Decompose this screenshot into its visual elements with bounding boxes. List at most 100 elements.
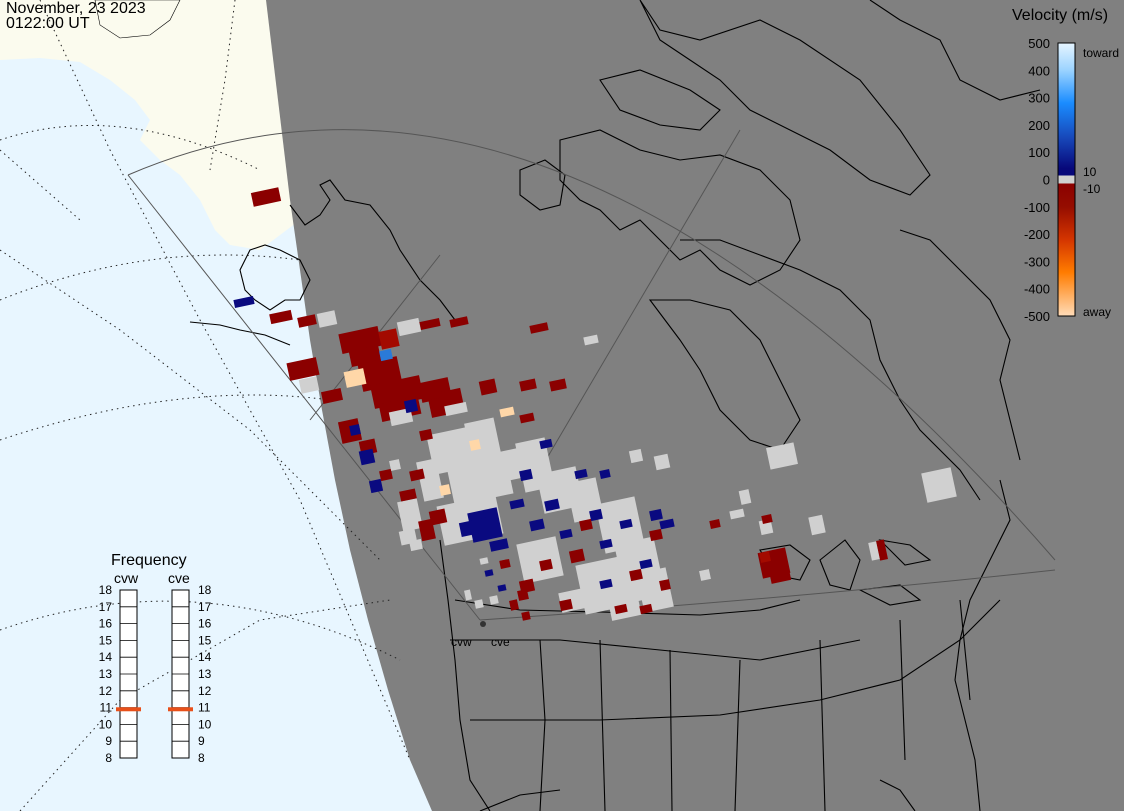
radar-cell — [379, 348, 393, 362]
radar-cell — [599, 538, 613, 550]
radar-cell — [464, 589, 472, 601]
radar-cell — [478, 378, 498, 396]
legend-plus-threshold: 10 — [1083, 165, 1097, 179]
radar-cell — [518, 578, 536, 594]
frequency-scale-left: 17 — [99, 600, 113, 614]
radar-cell — [378, 328, 400, 350]
radar-cells — [233, 187, 957, 621]
legend-away-label: away — [1083, 305, 1111, 319]
radar-cell — [368, 478, 384, 494]
radar-cell — [474, 599, 484, 609]
radar-cell — [768, 566, 792, 584]
frequency-scale-right: 15 — [198, 633, 212, 647]
frequency-cvw-marker — [116, 707, 141, 712]
frequency-scale-left: 14 — [99, 650, 113, 664]
cvw-site-label: cvw — [451, 635, 472, 649]
frequency-scale-right: 14 — [198, 650, 212, 664]
radar-cell — [428, 508, 448, 526]
night-region — [266, 0, 1124, 811]
radar-cell — [758, 518, 774, 536]
legend-minus-threshold: -10 — [1083, 182, 1101, 196]
radar-cell — [614, 603, 628, 615]
radar-cell — [444, 401, 468, 417]
legend-tick-label: -300 — [1024, 254, 1050, 269]
frequency-scale-left: 10 — [99, 717, 113, 731]
radar-cell — [649, 528, 663, 542]
frequency-cvw-label: cvw — [114, 570, 139, 586]
frequency-scale-right: 13 — [198, 667, 212, 681]
radar-cell — [349, 424, 361, 436]
radar-cell — [397, 498, 423, 532]
radar-cell — [808, 514, 826, 536]
frequency-scale-right: 8 — [198, 751, 205, 765]
radar-cell — [396, 317, 422, 337]
radar-cell — [599, 469, 611, 479]
frequency-panel: Frequency cvw cve 18 18 17 17 16 16 15 15 14 14 13… — [99, 552, 212, 765]
radar-cell — [649, 508, 663, 522]
radar-cell — [479, 557, 489, 565]
radar-cell — [709, 519, 721, 529]
latlon-grid — [0, 0, 411, 811]
legend-tick-label: -200 — [1024, 227, 1050, 242]
frequency-scale-right: 17 — [198, 600, 212, 614]
frequency-scale-right: 16 — [198, 617, 212, 631]
radar-cell — [250, 187, 282, 207]
cve-site-label: cve — [491, 635, 510, 649]
frequency-scale-right: 10 — [198, 717, 212, 731]
radar-cell — [766, 442, 798, 470]
radar-cell — [529, 518, 545, 532]
radar-cell — [568, 548, 586, 564]
legend-title: Velocity (m/s) — [1012, 7, 1108, 24]
radar-cell — [574, 468, 588, 480]
frequency-scale-left: 11 — [100, 701, 113, 715]
radar-cell — [379, 468, 393, 482]
radar-cell — [389, 459, 401, 471]
siberia-land — [94, 0, 181, 39]
radar-cell — [589, 508, 603, 522]
radar-cell — [469, 439, 481, 451]
frequency-scale-right: 18 — [198, 583, 212, 597]
radar-cell — [419, 318, 441, 330]
radar-cell — [509, 599, 519, 611]
radar-cell — [438, 387, 464, 409]
legend-tick-label: 100 — [1028, 145, 1050, 160]
radar-cell — [449, 316, 469, 328]
radar-cell — [233, 296, 255, 308]
radar-cell — [639, 558, 653, 570]
radar-cell — [358, 448, 376, 466]
radar-cell — [738, 489, 752, 505]
radar-cell — [403, 398, 419, 414]
radar-cell — [320, 388, 344, 404]
radar-cell — [499, 406, 515, 418]
coastlines — [189, 0, 1041, 811]
header-date: November, 23 2023 — [6, 0, 146, 17]
frequency-scale-left: 8 — [105, 751, 112, 765]
radar-cell — [761, 514, 773, 524]
radar-cell — [619, 518, 633, 530]
radar-cell — [297, 314, 317, 328]
legend-toward-label: toward — [1083, 46, 1119, 60]
day-land — [0, 0, 300, 250]
frequency-cve-marker — [168, 707, 193, 712]
frequency-scale-left: 16 — [99, 617, 113, 631]
radar-cell — [876, 539, 888, 561]
legend-tick-label: 200 — [1028, 118, 1050, 133]
radar-cell — [539, 558, 553, 572]
radar-cell — [337, 418, 363, 444]
radar-cell — [519, 412, 535, 424]
frequency-scale-left: 12 — [99, 684, 113, 698]
radar-cell — [659, 579, 671, 591]
radar-cell — [539, 438, 553, 450]
frequency-title: Frequency — [111, 552, 187, 569]
radar-cell — [439, 484, 451, 496]
radar-cell — [583, 334, 599, 346]
radar-cell — [343, 368, 367, 388]
radar-cell — [729, 508, 745, 520]
radar-cell — [499, 559, 509, 567]
legend-tick-label: 500 — [1028, 36, 1050, 51]
radar-cell — [409, 468, 425, 482]
radar-cell — [595, 496, 645, 554]
radar-cell — [409, 538, 423, 552]
radar-cell — [628, 448, 644, 464]
radar-cell — [399, 488, 417, 502]
